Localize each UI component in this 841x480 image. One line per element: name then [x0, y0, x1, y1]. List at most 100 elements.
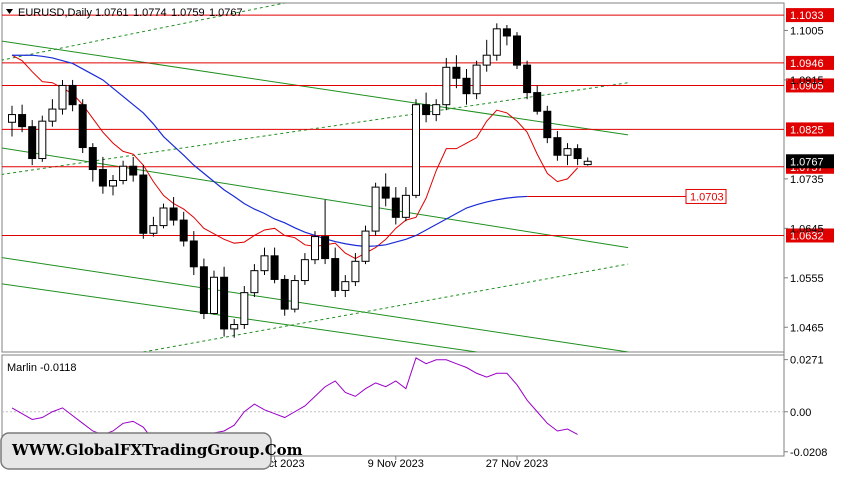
candle-bullish	[361, 230, 370, 262]
candle-bullish	[482, 54, 491, 66]
candle-bearish	[502, 28, 511, 37]
candle-bearish	[533, 92, 542, 112]
candle-bullish	[583, 160, 592, 166]
level-label-box	[786, 228, 834, 243]
candle-bearish	[220, 276, 229, 330]
candle-bearish	[462, 77, 471, 95]
target-label-box	[685, 188, 727, 204]
x-tick-label: 9 Nov 2023	[368, 458, 424, 470]
candle-bearish	[88, 147, 97, 171]
watermark: WWW.GlobalFXTradingGroup.Com	[0, 432, 303, 470]
level-label: 1.0946	[790, 58, 824, 70]
candle-bearish	[543, 110, 552, 139]
menu-arrow-icon[interactable]	[6, 9, 13, 14]
open-value: 1.0761	[95, 7, 129, 19]
current-price-label: 1.0767	[790, 156, 824, 168]
candle-bearish	[513, 35, 521, 66]
candle-bullish	[311, 236, 319, 261]
header-label: EURUSD,Daily 1.0761 1.0774 1.0759 1.0767	[6, 7, 243, 19]
y-tick-label: 1.0645	[790, 223, 824, 235]
candle-bearish	[573, 148, 582, 160]
candle-bearish	[169, 207, 178, 221]
candle-bearish	[139, 174, 148, 234]
level-label-box	[786, 55, 834, 70]
target-label: 1.0703	[690, 191, 724, 203]
x-tick-label: 27 Nov 2023	[486, 458, 548, 470]
candle-bullish	[371, 186, 380, 232]
candle-bearish	[68, 84, 77, 106]
level-label: 1.0905	[790, 80, 824, 92]
candle-bullish	[472, 64, 481, 95]
candle-bullish	[563, 148, 572, 156]
y-tick-label: 1.0465	[790, 322, 824, 334]
level-label: 1.0825	[790, 124, 824, 136]
y-tick-label: 1.0915	[790, 75, 824, 87]
candle-bullish	[260, 255, 269, 272]
indicator-tick-label: -0.0208	[790, 447, 827, 459]
y-tick-label: 1.1005	[790, 25, 824, 37]
candle-bullish	[401, 194, 410, 218]
price-panel-frame	[1, 2, 785, 353]
candle-bearish	[381, 186, 390, 199]
level-label-box	[786, 8, 834, 23]
watermark-text: WWW.GlobalFXTradingGroup.Com	[11, 441, 303, 459]
candle-bearish	[189, 240, 198, 268]
moving-average-blue	[12, 54, 528, 248]
channel-line-dashed	[2, 3, 285, 61]
candle-bearish	[452, 66, 461, 79]
candle-bearish	[179, 219, 188, 242]
candle-bullish	[492, 28, 501, 56]
y-tick-label: 1.0555	[790, 273, 824, 285]
channel-line-dashed	[2, 82, 629, 175]
candle-bullish	[432, 104, 441, 116]
candle-bearish	[199, 266, 208, 315]
candle-bullish	[442, 66, 451, 106]
high-value: 1.0774	[133, 7, 167, 19]
level-label: 1.1033	[790, 10, 824, 22]
candle-bullish	[210, 276, 218, 315]
close-value: 1.0767	[209, 7, 243, 19]
candle-bearish	[280, 278, 289, 310]
indicator-tick-label: 0.00	[790, 407, 811, 419]
candle-bullish	[290, 280, 299, 310]
candle-bullish	[48, 108, 57, 122]
candle-bullish	[38, 120, 47, 160]
candle-bullish	[230, 324, 239, 330]
candle-bullish	[341, 281, 350, 291]
candle-bullish	[250, 270, 259, 294]
y-tick-label: 1.0735	[790, 174, 824, 186]
candle-bullish	[159, 207, 168, 227]
candle-bearish	[422, 104, 431, 116]
channel-line	[2, 147, 629, 249]
candle-bullish	[240, 292, 249, 326]
low-value: 1.0759	[171, 7, 205, 19]
candle-bearish	[391, 197, 400, 218]
indicator-title: Marlin -0.0118	[7, 362, 77, 374]
candle-bearish	[129, 165, 138, 176]
level-label-box	[786, 122, 834, 137]
indicator-tick-label: 0.0271	[790, 355, 824, 367]
candle-bullish	[119, 165, 128, 182]
candle-bearish	[321, 236, 330, 260]
level-label: 1.0632	[790, 230, 824, 242]
candle-bearish	[98, 169, 107, 187]
candle-bearish	[18, 114, 27, 128]
level-label-box	[786, 78, 834, 93]
candle-bearish	[523, 64, 532, 94]
candle-bullish	[58, 84, 67, 110]
candle-bearish	[78, 104, 87, 149]
candle-bullish	[149, 225, 158, 234]
channel-line	[2, 257, 629, 352]
candle-bearish	[331, 258, 340, 291]
candle-bearish	[553, 137, 562, 156]
candle-bearish	[28, 126, 37, 160]
candle-bearish	[270, 255, 279, 280]
symbol-label: EURUSD,Daily	[18, 7, 92, 19]
candle-bullish	[351, 260, 360, 283]
candle-bullish	[300, 259, 309, 282]
candle-bullish	[412, 104, 420, 196]
channel-line-dashed	[143, 263, 629, 352]
candle-bullish	[8, 114, 16, 123]
